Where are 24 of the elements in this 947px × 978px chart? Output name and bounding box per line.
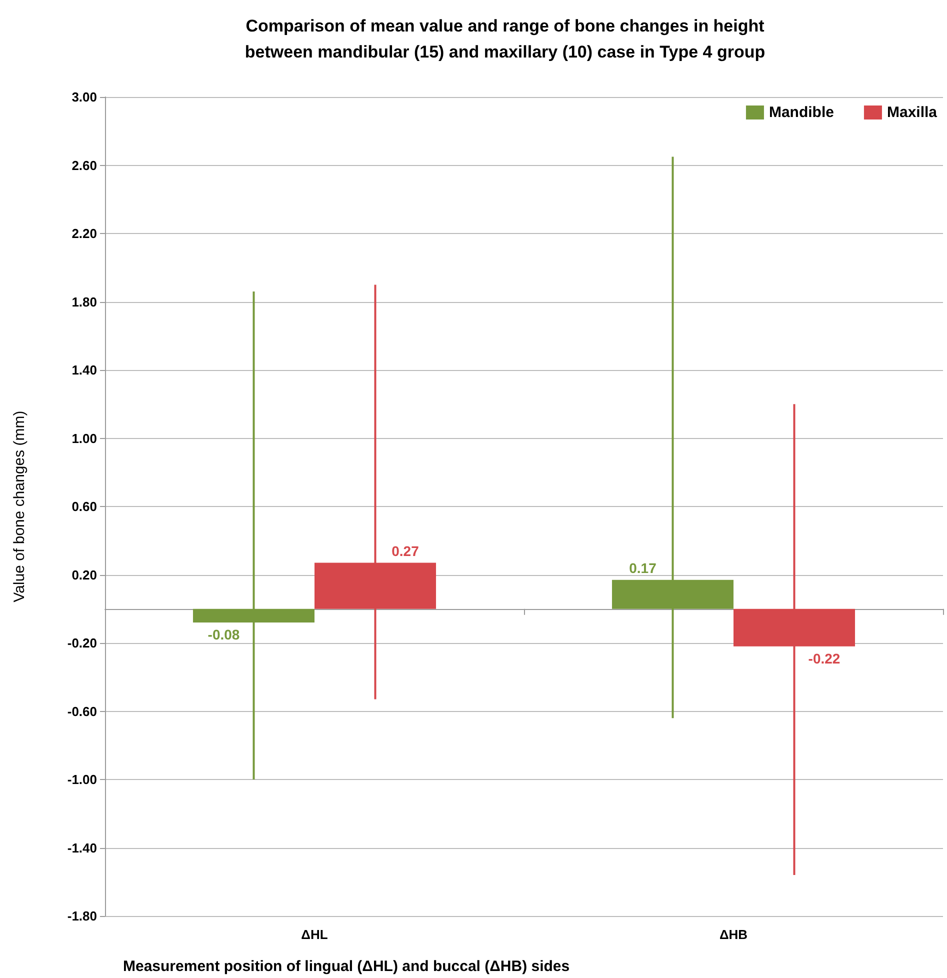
y-tick-label: 1.40 xyxy=(72,362,97,378)
legend-label: Maxilla xyxy=(886,104,938,121)
data-label: 0.17 xyxy=(629,560,657,576)
data-label: 0.27 xyxy=(392,542,420,559)
y-tick-label: 0.60 xyxy=(72,499,97,514)
x-axis-title: Measurement position of lingual (ΔHL) and buccal (ΔHB) sides xyxy=(123,958,570,975)
y-tick-label: -1.40 xyxy=(67,840,97,856)
y-tick-label: 2.20 xyxy=(72,226,97,241)
data-label: -0.22 xyxy=(808,650,840,666)
y-tick-label: 2.60 xyxy=(72,158,97,173)
data-label: -0.08 xyxy=(208,626,240,643)
y-tick-label: 3.00 xyxy=(72,90,97,104)
y-tick-label: -0.20 xyxy=(67,636,97,650)
y-tick-label: 0.20 xyxy=(72,567,97,582)
x-tick-label: ΔHB xyxy=(719,927,748,942)
legend-label: Mandible xyxy=(768,104,834,121)
y-tick-label: 1.80 xyxy=(72,294,97,310)
y-tick-label: -1.80 xyxy=(67,908,97,924)
y-axis-title: Value of bone changes (mm) xyxy=(11,410,28,602)
y-tick-label: -1.00 xyxy=(67,772,97,787)
y-tick-label: 1.00 xyxy=(72,430,97,446)
x-tick-label: ΔHL xyxy=(301,927,328,942)
chart-title: Comparison of mean value and range of bone changes in height between mandibular (15) and maxillary (10) case in Type 4 group xyxy=(244,16,766,62)
y-tick-label: -0.60 xyxy=(67,704,97,719)
